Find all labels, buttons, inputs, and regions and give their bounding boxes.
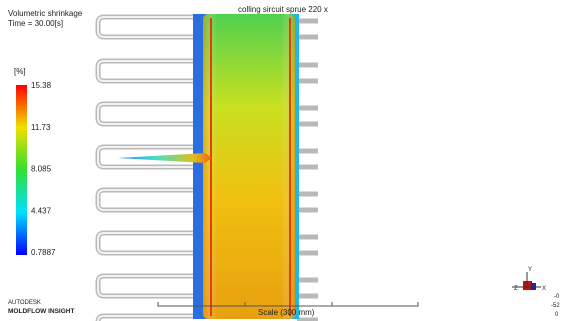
sprue (118, 153, 212, 163)
tube (297, 194, 318, 210)
scale-label: Scale (300 mm) (258, 308, 315, 317)
tube (98, 233, 195, 253)
legend-label: 8.085 (31, 165, 52, 174)
tube (297, 65, 318, 81)
tube (297, 151, 318, 167)
tube (98, 61, 195, 81)
legend-label: 4.437 (31, 206, 52, 215)
legend-label: 0.7887 (31, 248, 56, 257)
result-time: Time = 30.00[s] (8, 19, 63, 28)
result-title: Volumetric shrinkage (8, 9, 83, 18)
tube (98, 190, 195, 210)
coord: -0 (554, 294, 560, 300)
tube (297, 280, 318, 296)
part-shading (203, 14, 295, 319)
brand: AUTODESK (8, 300, 41, 306)
color-bar (16, 85, 27, 255)
tube (98, 61, 195, 81)
viewport: Volumetric shrinkage Time = 30.00[s] col… (0, 0, 561, 321)
legend-label: 15.38 (31, 81, 52, 90)
tube (98, 190, 195, 210)
tube (98, 104, 195, 124)
axis-label: Y (528, 267, 532, 273)
legend-unit: [%] (14, 67, 26, 76)
tube (98, 104, 195, 124)
coord: 0 (555, 312, 559, 318)
axis-label: Z (514, 286, 518, 292)
view-title: colling sircuit sprue 220 x (238, 5, 328, 14)
product: MOLDFLOW INSIGHT (8, 308, 74, 315)
tube (297, 21, 318, 37)
tube (98, 276, 195, 296)
axis-label: X (542, 286, 546, 292)
tube (98, 17, 195, 37)
tube (297, 108, 318, 124)
coord: -52 (551, 303, 560, 309)
tube (297, 237, 318, 253)
legend-labels: 15.38 11.73 8.085 4.437 0.7887 (31, 81, 56, 257)
legend-label: 11.73 (31, 123, 51, 132)
tube (98, 233, 195, 253)
tube (98, 17, 195, 37)
tube (98, 276, 195, 296)
